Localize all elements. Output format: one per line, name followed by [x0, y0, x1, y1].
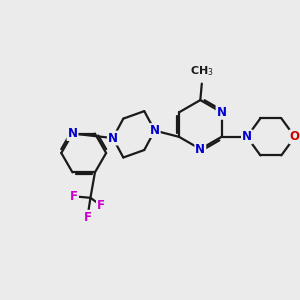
Text: N: N: [217, 106, 226, 119]
Text: N: N: [195, 142, 205, 156]
Text: F: F: [70, 190, 78, 203]
Text: N: N: [68, 127, 77, 140]
Text: N: N: [108, 132, 118, 145]
Text: N: N: [150, 124, 160, 137]
Text: F: F: [97, 199, 105, 212]
Text: N: N: [242, 130, 252, 143]
Text: O: O: [290, 130, 300, 143]
Text: CH$_3$: CH$_3$: [190, 64, 214, 78]
Text: F: F: [83, 211, 92, 224]
